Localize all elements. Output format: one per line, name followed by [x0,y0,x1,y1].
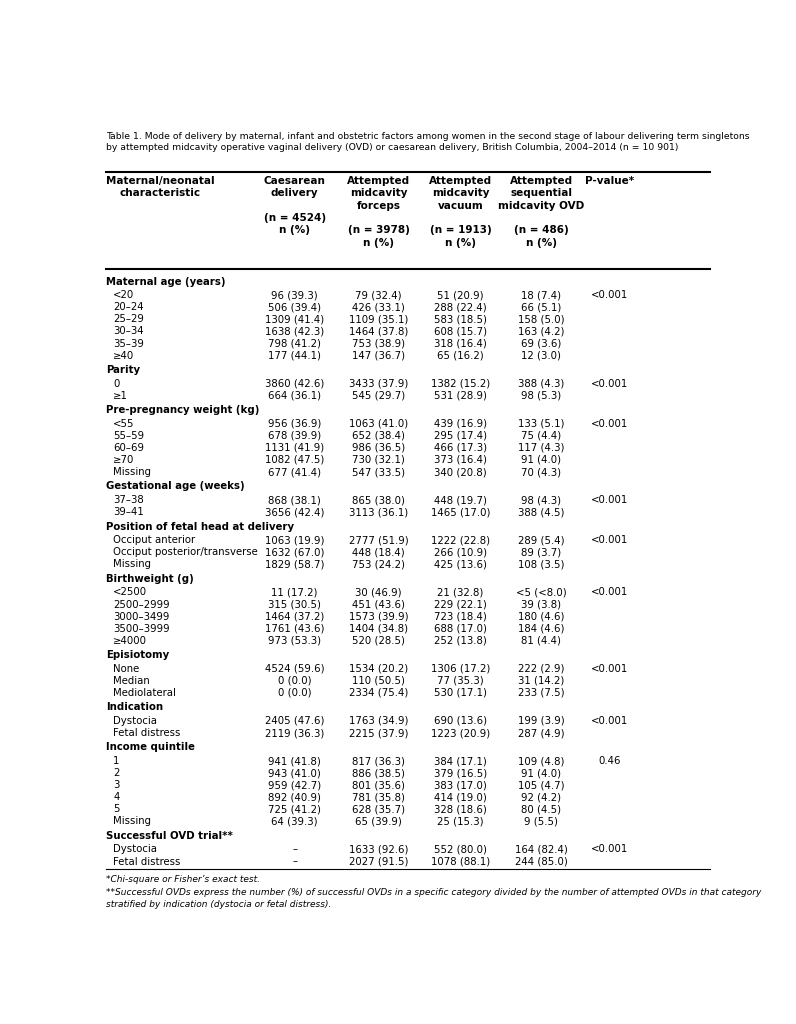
Text: 1: 1 [113,756,119,766]
Text: 30 (46.9): 30 (46.9) [355,588,402,597]
Text: 725 (41.2): 725 (41.2) [268,805,322,814]
Text: 426 (33.1): 426 (33.1) [352,302,405,312]
Text: 425 (13.6): 425 (13.6) [434,559,487,569]
Text: 98 (4.3): 98 (4.3) [521,496,561,505]
Text: 39–41: 39–41 [113,507,144,517]
Text: 1063 (19.9): 1063 (19.9) [265,536,325,545]
Text: 3433 (37.9): 3433 (37.9) [349,379,408,389]
Text: <0.001: <0.001 [591,379,628,389]
Text: 3500–3999: 3500–3999 [113,624,170,634]
Text: 1382 (15.2): 1382 (15.2) [431,379,490,389]
Text: 2215 (37.9): 2215 (37.9) [349,728,408,738]
Text: 133 (5.1): 133 (5.1) [518,419,564,429]
Text: <0.001: <0.001 [591,845,628,854]
Text: 1109 (35.1): 1109 (35.1) [349,314,408,325]
Text: 3860 (42.6): 3860 (42.6) [265,379,325,389]
Text: 199 (3.9): 199 (3.9) [518,716,564,726]
Text: 383 (17.0): 383 (17.0) [434,780,487,791]
Text: 287 (4.9): 287 (4.9) [518,728,564,738]
Text: Missing: Missing [113,559,151,569]
Text: <0.001: <0.001 [591,664,628,674]
Text: 0: 0 [113,379,119,389]
Text: 678 (39.9): 678 (39.9) [268,431,322,441]
Text: 3113 (36.1): 3113 (36.1) [349,507,408,517]
Text: 1082 (47.5): 1082 (47.5) [265,455,325,465]
Text: 222 (2.9): 222 (2.9) [518,664,564,674]
Text: 158 (5.0): 158 (5.0) [518,314,564,325]
Text: 163 (4.2): 163 (4.2) [518,327,564,337]
Text: 65 (16.2): 65 (16.2) [437,350,484,360]
Text: ≥4000: ≥4000 [113,636,147,646]
Text: 2334 (75.4): 2334 (75.4) [349,688,408,698]
Text: 64 (39.3): 64 (39.3) [271,816,318,826]
Text: 448 (19.7): 448 (19.7) [434,496,487,505]
Text: 98 (5.3): 98 (5.3) [521,391,561,400]
Text: 110 (50.5): 110 (50.5) [352,676,405,686]
Text: 66 (5.1): 66 (5.1) [521,302,561,312]
Text: 1465 (17.0): 1465 (17.0) [431,507,490,517]
Text: 531 (28.9): 531 (28.9) [434,391,487,400]
Text: 451 (43.6): 451 (43.6) [352,599,405,609]
Text: 318 (16.4): 318 (16.4) [434,339,487,348]
Text: 79 (32.4): 79 (32.4) [355,290,402,300]
Text: 89 (3.7): 89 (3.7) [521,547,561,557]
Text: 25 (15.3): 25 (15.3) [437,816,484,826]
Text: 180 (4.6): 180 (4.6) [518,611,564,622]
Text: 1464 (37.2): 1464 (37.2) [265,611,325,622]
Text: 70 (4.3): 70 (4.3) [521,467,561,477]
Text: 328 (18.6): 328 (18.6) [434,805,487,814]
Text: 2027 (91.5): 2027 (91.5) [349,856,408,866]
Text: 1464 (37.8): 1464 (37.8) [349,327,408,337]
Text: 3656 (42.4): 3656 (42.4) [265,507,325,517]
Text: 5: 5 [113,805,119,814]
Text: 753 (38.9): 753 (38.9) [352,339,405,348]
Text: 12 (3.0): 12 (3.0) [521,350,561,360]
Text: 109 (4.8): 109 (4.8) [518,756,564,766]
Text: 959 (42.7): 959 (42.7) [268,780,322,791]
Text: 753 (24.2): 753 (24.2) [352,559,405,569]
Text: 414 (19.0): 414 (19.0) [434,793,487,802]
Text: Missing: Missing [113,467,151,477]
Text: 1404 (34.8): 1404 (34.8) [349,624,408,634]
Text: 295 (17.4): 295 (17.4) [434,431,487,441]
Text: <0.001: <0.001 [591,536,628,545]
Text: Parity: Parity [106,365,140,375]
Text: Attempted
midcavity
vacuum

(n = 1913)
n (%): Attempted midcavity vacuum (n = 1913) n … [429,176,492,248]
Text: 817 (36.3): 817 (36.3) [352,756,405,766]
Text: 520 (28.5): 520 (28.5) [352,636,405,646]
Text: 3: 3 [113,780,119,791]
Text: 18 (7.4): 18 (7.4) [521,290,561,300]
Text: 379 (16.5): 379 (16.5) [434,768,487,778]
Text: 388 (4.3): 388 (4.3) [518,379,564,389]
Text: None: None [113,664,139,674]
Text: 69 (3.6): 69 (3.6) [521,339,561,348]
Text: 91 (4.0): 91 (4.0) [521,455,561,465]
Text: ≥1: ≥1 [113,391,128,400]
Text: 0 (0.0): 0 (0.0) [278,676,311,686]
Text: 3000–3499: 3000–3499 [113,611,170,622]
Text: Table 1. Mode of delivery by maternal, infant and obstetric factors among women : Table 1. Mode of delivery by maternal, i… [106,132,749,152]
Text: 466 (17.3): 466 (17.3) [434,443,487,453]
Text: 677 (41.4): 677 (41.4) [268,467,322,477]
Text: Missing: Missing [113,816,151,826]
Text: 31 (14.2): 31 (14.2) [518,676,564,686]
Text: Successful OVD trial**: Successful OVD trial** [106,830,232,841]
Text: 21 (32.8): 21 (32.8) [437,588,484,597]
Text: 781 (35.8): 781 (35.8) [352,793,405,802]
Text: 252 (13.8): 252 (13.8) [434,636,487,646]
Text: Attempted
midcavity
forceps

(n = 3978)
n (%): Attempted midcavity forceps (n = 3978) n… [347,176,410,248]
Text: <0.001: <0.001 [591,290,628,300]
Text: Caesarean
delivery

(n = 4524)
n (%): Caesarean delivery (n = 4524) n (%) [263,176,326,236]
Text: 91 (4.0): 91 (4.0) [521,768,561,778]
Text: 39 (3.8): 39 (3.8) [521,599,561,609]
Text: Median: Median [113,676,150,686]
Text: 941 (41.8): 941 (41.8) [268,756,322,766]
Text: 289 (5.4): 289 (5.4) [518,536,564,545]
Text: 373 (16.4): 373 (16.4) [434,455,487,465]
Text: 730 (32.1): 730 (32.1) [352,455,405,465]
Text: 108 (3.5): 108 (3.5) [518,559,564,569]
Text: Episiotomy: Episiotomy [106,650,169,660]
Text: 892 (40.9): 892 (40.9) [268,793,322,802]
Text: 20–24: 20–24 [113,302,144,312]
Text: 244 (85.0): 244 (85.0) [515,856,568,866]
